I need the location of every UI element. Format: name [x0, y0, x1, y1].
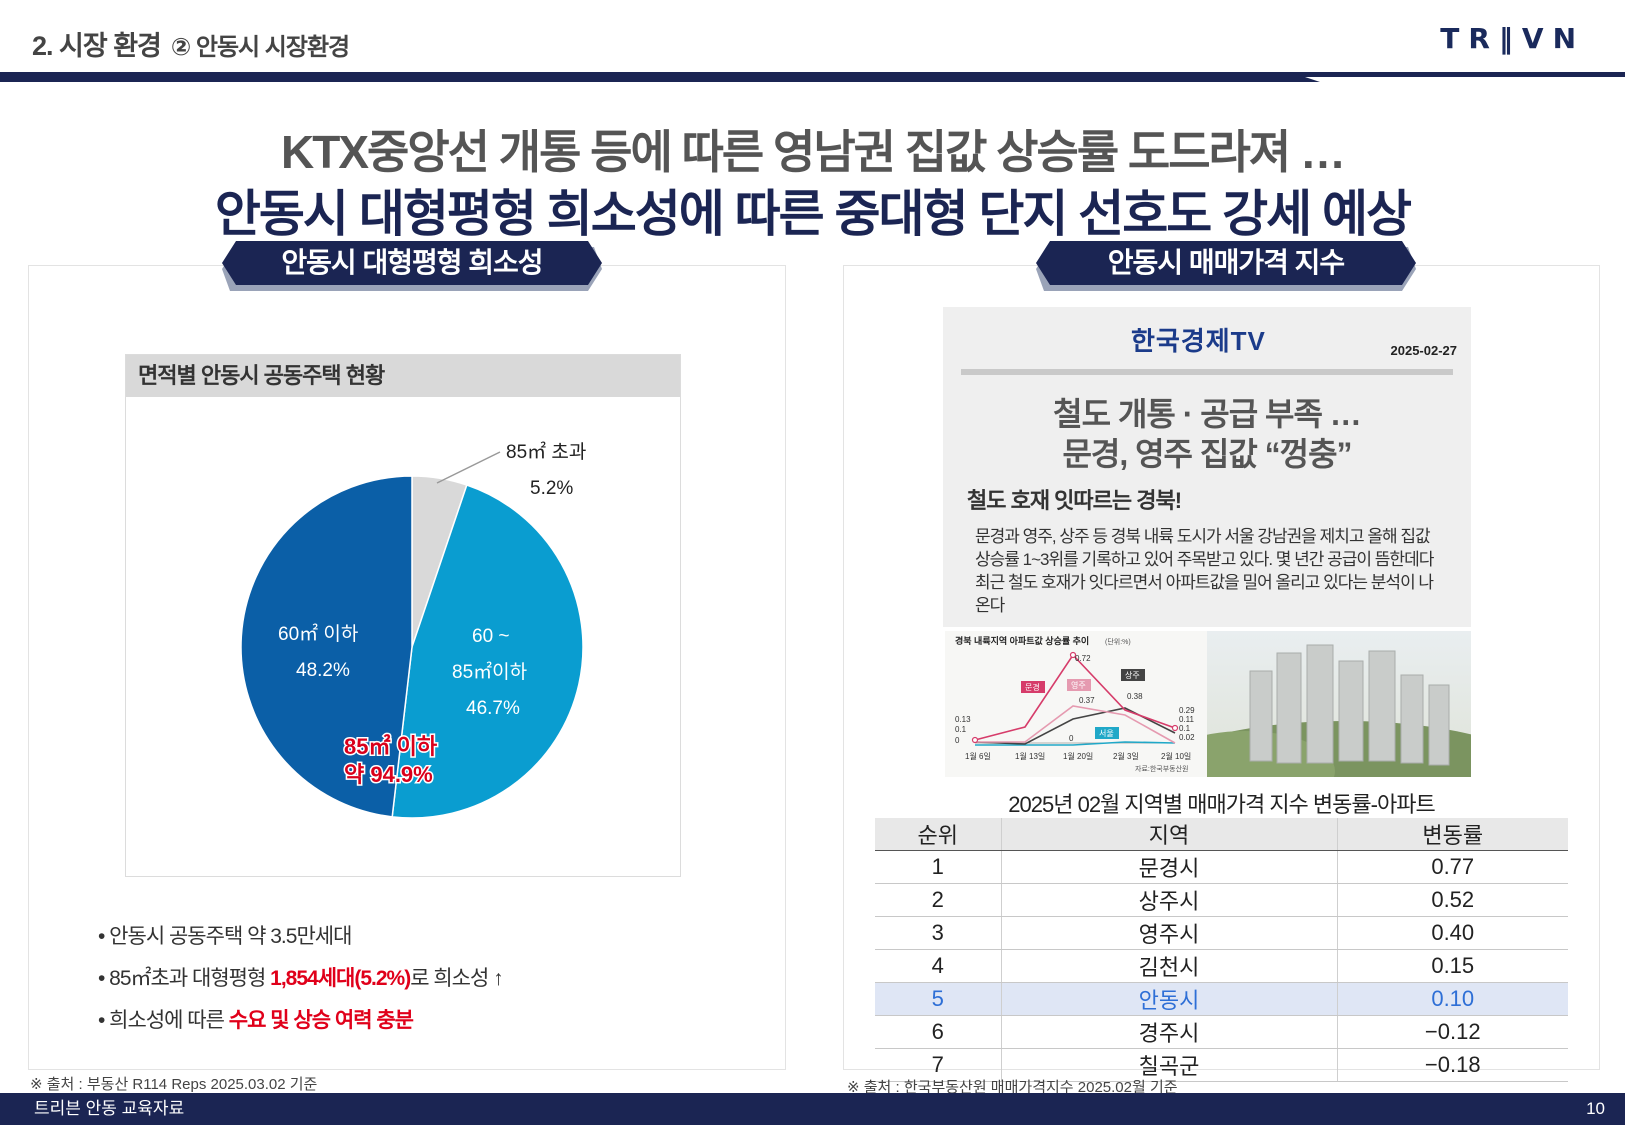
x-label-1: 1월 6일: [965, 751, 991, 761]
region-cell: 영주시: [1000, 916, 1337, 950]
mini-chart-title: 경북 내륙지역 아파트값 상승률 추이: [955, 635, 1089, 646]
val-yj: 0.37: [1079, 696, 1095, 705]
pie-chart-box: 면적별 안동시 공동주택 현황: [125, 354, 681, 877]
change-cell: −0.18: [1336, 1048, 1568, 1082]
mini-line-chart: 경북 내륙지역 아파트값 상승률 추이 (단위:%) 문경 영주 상주 서울 0…: [945, 631, 1471, 777]
x-label-4: 2월 3일: [1113, 751, 1139, 761]
region-cell: 경주시: [1000, 1015, 1337, 1049]
bullet-2-text: • 85㎡초과 대형평형: [98, 967, 271, 990]
news-brand: 한국경제TV: [1131, 326, 1266, 356]
table-row-highlighted: 5 안동시 0.10: [875, 982, 1568, 1016]
rank-cell: 3: [875, 916, 1001, 950]
change-cell: 0.40: [1336, 916, 1568, 950]
price-index-table: 순위 지역 변동률 1 문경시 0.77 2 상주시 0.52 3 영주시 0.40 4 김천…: [875, 818, 1568, 1082]
val-l3: 0: [955, 736, 960, 745]
val-l2: 0.1: [955, 725, 967, 734]
change-cell: 0.10: [1336, 982, 1568, 1016]
bullet-list: • 안동시 공동주택 약 3.5만세대 • 85㎡초과 대형평형 1,854세대…: [98, 920, 504, 1046]
footer-bar: 트리븐 안동 교육자료 10: [0, 1093, 1625, 1125]
left-panel-tab-label: 안동시 대형평형 희소성: [281, 247, 543, 278]
col-rank: 순위: [875, 818, 1001, 851]
change-cell: 0.77: [1336, 850, 1568, 884]
val-r4: 0.02: [1179, 733, 1195, 742]
bullet-2-tail: 로 희소성 ↑: [410, 967, 503, 990]
x-label-3: 1월 20일: [1063, 751, 1093, 761]
legend-seoul: 서울: [1099, 729, 1114, 738]
table-row: 2 상주시 0.52: [875, 883, 1568, 917]
right-panel-tab-label: 안동시 매매가격 지수: [1107, 247, 1345, 278]
bullet-3: • 희소성에 따른 수요 및 상승 여력 충분: [98, 1004, 503, 1032]
x-label-5: 2월 10일: [1161, 751, 1191, 761]
news-infographic: 경북 내륙지역 아파트값 상승률 추이 (단위:%) 문경 영주 상주 서울 0…: [945, 631, 1471, 777]
table-header-row: 순위 지역 변동률: [875, 818, 1568, 851]
val-l1: 0.13: [955, 715, 971, 724]
news-subhead: 철도 호재 잇따르는 경북!: [967, 488, 1182, 513]
region-cell: 안동시: [1000, 982, 1337, 1016]
subsection-label: ② 안동시 시장환경: [170, 34, 350, 61]
apartment-buildings: [1249, 644, 1450, 766]
table-row: 4 김천시 0.15: [875, 949, 1568, 983]
val-r2: 0.11: [1179, 715, 1195, 724]
val-sj: 0.38: [1127, 692, 1143, 701]
change-cell: −0.12: [1336, 1015, 1568, 1049]
news-divider: [961, 369, 1453, 375]
region-cell: 칠곡군: [1000, 1048, 1337, 1082]
table-row: 7 칠곡군 −0.18: [875, 1048, 1568, 1082]
bullet-2-highlight: 1,854세대(5.2%): [270, 967, 411, 990]
legend-mungyeong: 문경: [1025, 682, 1040, 692]
section-title: 2. 시장 환경 ② 안동시 시장환경: [32, 24, 350, 63]
col-change: 변동률: [1336, 818, 1568, 851]
table-title: 2025년 02월 지역별 매매가격 지수 변동률-아파트: [1008, 792, 1435, 817]
headline-line1: KTX중앙선 개통 등에 따른 영남권 집값 상승률 도드라져 …: [281, 126, 1346, 178]
brand-logo: TR‖VN: [1440, 22, 1585, 55]
rank-cell: 5: [875, 982, 1001, 1016]
chart-title: 면적별 안동시 공동주택 현황: [126, 355, 680, 397]
section-label: 2. 시장 환경: [32, 31, 162, 61]
news-date: 2025-02-27: [1390, 343, 1458, 358]
bullet-3-highlight: 수요 및 상승 여력 충분: [228, 1009, 414, 1032]
left-source: ※ 출처 : 부동산 R114 Reps 2025.03.02 기준: [30, 1076, 318, 1093]
right-panel-tab: 안동시 매매가격 지수: [1036, 241, 1416, 291]
bullet-3-text: • 희소성에 따른: [98, 1009, 229, 1032]
headline-line2: 안동시 대형평형 희소성에 따른 중대형 단지 선호도 강세 예상: [214, 186, 1412, 242]
tab-shape: [1036, 241, 1416, 291]
table-row: 6 경주시 −0.12: [875, 1015, 1568, 1049]
left-panel-tab: 안동시 대형평형 희소성: [222, 241, 602, 291]
rank-cell: 2: [875, 883, 1001, 917]
news-title-2: 문경, 영주 집값 “껑충”: [1062, 436, 1352, 472]
legend-yeongju: 영주: [1071, 680, 1086, 690]
change-cell: 0.15: [1336, 949, 1568, 983]
change-cell: 0.52: [1336, 883, 1568, 917]
bullet-1: • 안동시 공동주택 약 3.5만세대: [98, 925, 352, 948]
right-source: ※ 출처 : 한국부동산원 매매가격지수 2025.02월 기준: [847, 1079, 1178, 1096]
val-peak: 0.72: [1075, 654, 1091, 663]
footer-text: 트리븐 안동 교육자료: [34, 1099, 185, 1118]
news-body: 문경과 영주, 상주 등 경북 내륙 도시가 서울 강남권을 제치고 올해 집값…: [975, 527, 1434, 615]
val-r3: 0.1: [1179, 724, 1191, 733]
page-number: 10: [1586, 1099, 1605, 1118]
val-zero-mid: 0: [1069, 734, 1074, 743]
bullet-2: • 85㎡초과 대형평형 1,854세대(5.2%)로 희소성 ↑: [98, 962, 504, 990]
region-cell: 문경시: [1000, 850, 1337, 884]
rank-cell: 1: [875, 850, 1001, 884]
col-region: 지역: [1000, 818, 1337, 851]
news-clipping: 한국경제TV 2025-02-27 철도 개통 · 공급 부족 … 문경, 영주…: [943, 307, 1471, 627]
rank-cell: 6: [875, 1015, 1001, 1049]
mini-chart-unit: (단위:%): [1105, 637, 1131, 646]
region-cell: 김천시: [1000, 949, 1337, 983]
mini-chart-source: 자료:한국부동산원: [1135, 764, 1188, 773]
table-row: 1 문경시 0.77: [875, 850, 1568, 884]
legend-sangju: 상주: [1125, 670, 1140, 680]
table-row: 3 영주시 0.40: [875, 916, 1568, 950]
rank-cell: 7: [875, 1048, 1001, 1082]
region-cell: 상주시: [1000, 883, 1337, 917]
val-r1: 0.29: [1179, 706, 1195, 715]
tab-shape: [222, 241, 602, 291]
x-label-2: 1월 13일: [1015, 751, 1045, 761]
news-title-1: 철도 개통 · 공급 부족 …: [1053, 396, 1362, 432]
rank-cell: 4: [875, 949, 1001, 983]
header-rule: [0, 72, 1625, 82]
